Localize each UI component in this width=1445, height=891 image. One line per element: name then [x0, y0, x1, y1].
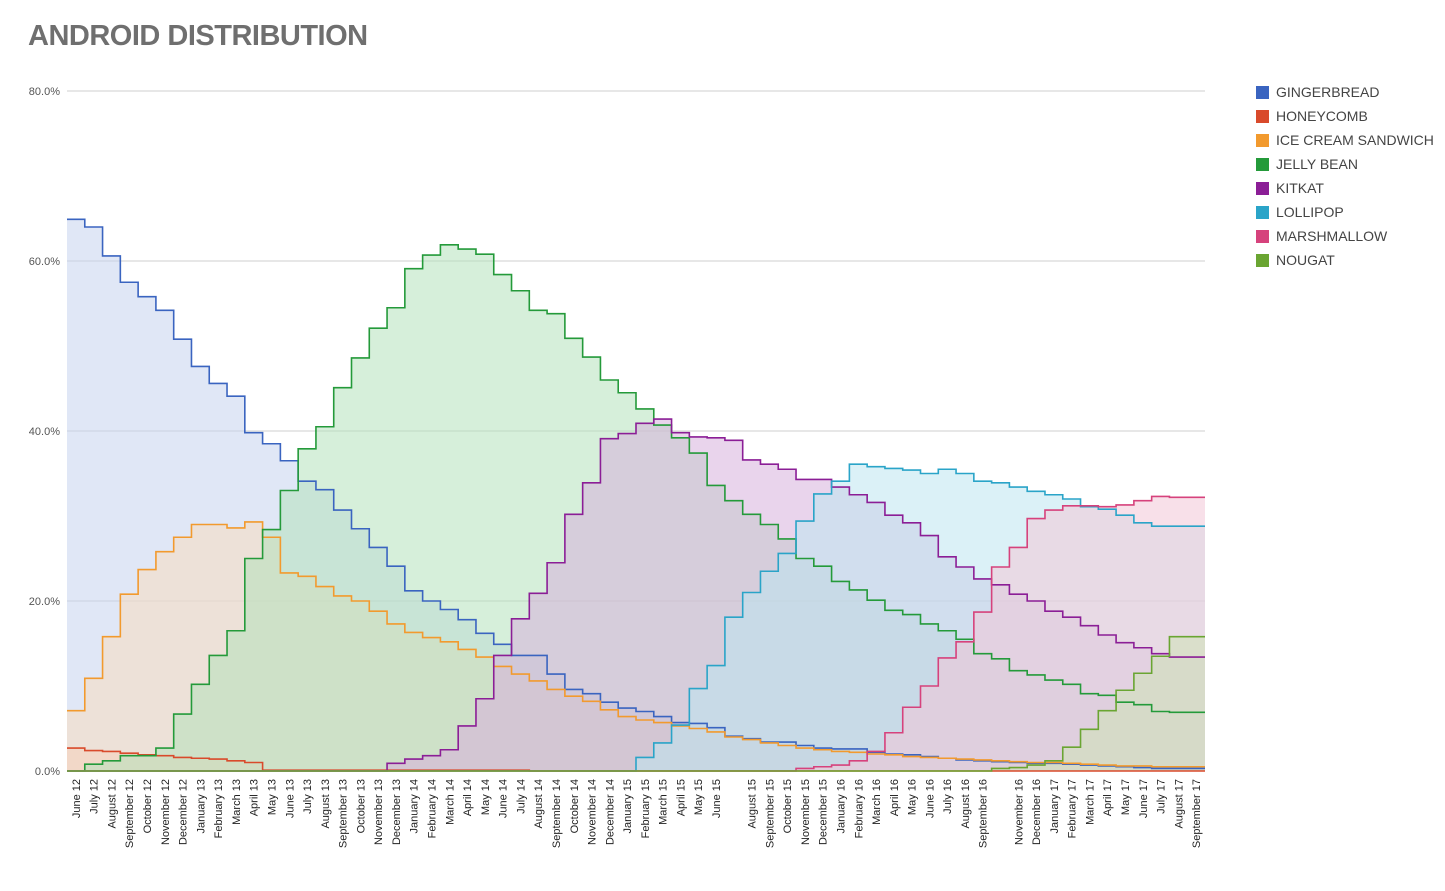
- x-tick-label: December 16: [1031, 779, 1043, 845]
- x-tick-label: October 15: [782, 779, 794, 833]
- x-tick-label: February 16: [853, 779, 865, 838]
- line-jelly-bean: [67, 244, 1205, 772]
- x-tick-label: October 14: [569, 779, 581, 833]
- x-tick-label: August 17: [1173, 779, 1185, 829]
- x-tick-label: June 17: [1138, 779, 1150, 818]
- legend-swatch-jelly-bean: [1256, 158, 1269, 171]
- x-tick-label: July 12: [89, 779, 101, 814]
- x-tick-label: October 12: [142, 779, 154, 833]
- x-tick-label: June 16: [924, 779, 936, 818]
- x-tick-label: January 16: [835, 779, 847, 833]
- x-tick-label: June 15: [711, 779, 723, 818]
- x-tick-label: September 17: [1191, 779, 1203, 848]
- chart-title: ANDROID DISTRIBUTION: [28, 20, 368, 52]
- line-ice-cream-sandwich: [67, 521, 1205, 768]
- y-tick-label: 20.0%: [29, 596, 60, 608]
- x-tick-label: May 13: [266, 779, 278, 815]
- legend-swatch-kitkat: [1256, 182, 1269, 195]
- area-layer: [67, 219, 1205, 772]
- x-tick-label: February 17: [1067, 779, 1079, 838]
- legend-label-kitkat: KITKAT: [1276, 180, 1324, 196]
- x-tick-label: March 15: [658, 779, 670, 825]
- x-tick-label: June 12: [71, 779, 83, 818]
- x-tick-label: May 16: [907, 779, 919, 815]
- x-tick-label: December 12: [178, 779, 190, 845]
- x-tick-label: January 17: [1049, 779, 1061, 833]
- x-tick-label: December 13: [391, 779, 403, 845]
- x-tick-label: May 17: [1120, 779, 1132, 815]
- x-tick-label: December 14: [604, 779, 616, 845]
- x-tick-label: April 13: [249, 779, 261, 816]
- legend-swatch-marshmallow: [1256, 230, 1269, 243]
- x-axis: June 12 July 12 August 12 September 12 Octob…: [71, 779, 1203, 848]
- legend-label-ice-cream-sandwich: ICE CREAM SANDWICH: [1276, 132, 1434, 148]
- x-tick-label: November 12: [160, 779, 172, 845]
- legend-swatch-lollipop: [1256, 206, 1269, 219]
- x-tick-label: February 15: [640, 779, 652, 838]
- x-tick-label: August 15: [747, 779, 759, 829]
- line-layer: [67, 218, 1205, 772]
- x-tick-label: January 14: [409, 779, 421, 833]
- x-tick-label: September 16: [978, 779, 990, 848]
- x-tick-label: April 16: [889, 779, 901, 816]
- legend-swatch-honeycomb: [1256, 110, 1269, 123]
- x-tick-label: April 15: [675, 779, 687, 816]
- area-nougat: [67, 636, 1205, 771]
- y-tick-label: 40.0%: [29, 426, 60, 438]
- legend-label-honeycomb: HONEYCOMB: [1276, 108, 1368, 124]
- x-tick-label: March 16: [871, 779, 883, 825]
- x-tick-label: February 13: [213, 779, 225, 838]
- legend-swatch-gingerbread: [1256, 86, 1269, 99]
- x-tick-label: July 13: [302, 779, 314, 814]
- x-tick-label: July 16: [942, 779, 954, 814]
- y-tick-label: 0.0%: [35, 766, 60, 778]
- legend-label-gingerbread: GINGERBREAD: [1276, 84, 1379, 100]
- x-tick-label: December 15: [818, 779, 830, 845]
- x-tick-label: September 13: [338, 779, 350, 848]
- legend-swatch-nougat: [1256, 254, 1269, 267]
- x-tick-label: January 13: [195, 779, 207, 833]
- x-tick-label: May 15: [693, 779, 705, 815]
- y-tick-label: 60.0%: [29, 256, 60, 268]
- x-tick-label: November 15: [800, 779, 812, 845]
- x-tick-label: May 14: [480, 779, 492, 815]
- x-tick-label: November 14: [587, 779, 599, 845]
- legend-label-lollipop: LOLLIPOP: [1276, 204, 1344, 220]
- x-tick-label: March 13: [231, 779, 243, 825]
- legend-label-marshmallow: MARSHMALLOW: [1276, 228, 1388, 244]
- y-tick-label: 80.0%: [29, 86, 60, 98]
- legend-label-nougat: NOUGAT: [1276, 252, 1335, 268]
- x-tick-label: April 14: [462, 779, 474, 816]
- x-tick-label: November 13: [373, 779, 385, 845]
- x-tick-label: October 13: [355, 779, 367, 833]
- x-tick-label: February 14: [427, 779, 439, 838]
- legend-swatch-ice-cream-sandwich: [1256, 134, 1269, 147]
- x-tick-label: August 16: [960, 779, 972, 829]
- legend: GINGERBREAD HONEYCOMB ICE CREAM SANDWICH JE…: [1256, 84, 1434, 268]
- x-tick-label: January 15: [622, 779, 634, 833]
- x-tick-label: September 12: [124, 779, 136, 848]
- x-tick-label: September 15: [764, 779, 776, 848]
- x-tick-label: August 14: [533, 779, 545, 829]
- x-tick-label: March 17: [1084, 779, 1096, 825]
- x-tick-label: April 17: [1102, 779, 1114, 816]
- x-tick-label: July 17: [1156, 779, 1168, 814]
- legend-label-jelly-bean: JELLY BEAN: [1276, 156, 1358, 172]
- x-tick-label: September 14: [551, 779, 563, 848]
- line-nougat: [67, 635, 1205, 772]
- x-tick-label: July 14: [515, 779, 527, 814]
- x-tick-label: June 14: [498, 779, 510, 818]
- x-tick-label: June 13: [284, 779, 296, 818]
- x-tick-label: August 12: [106, 779, 118, 829]
- x-tick-label: March 14: [444, 779, 456, 825]
- x-tick-label: August 13: [320, 779, 332, 829]
- x-tick-label: November 16: [1013, 779, 1025, 845]
- y-axis: 0.0% 20.0% 40.0% 60.0% 80.0%: [29, 86, 60, 778]
